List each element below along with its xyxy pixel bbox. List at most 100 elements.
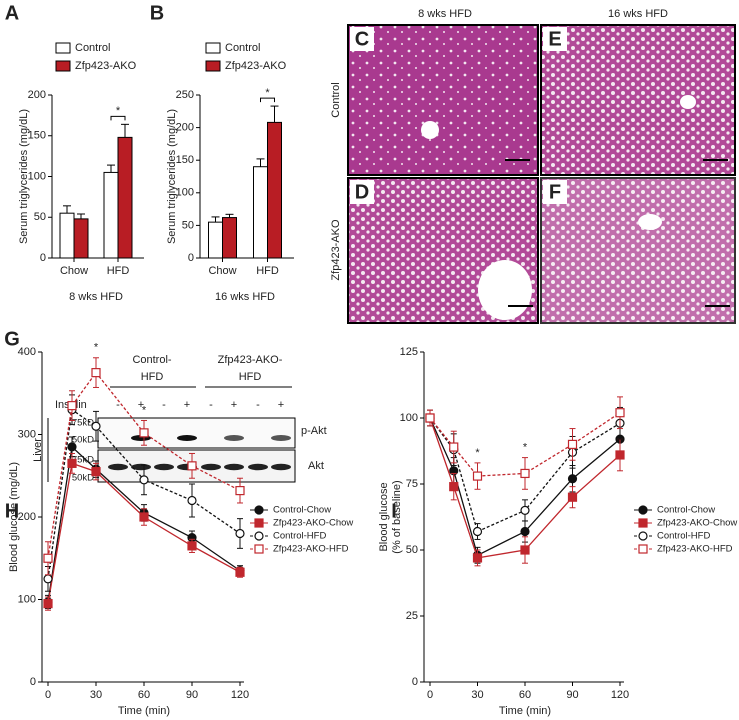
band [271,435,291,441]
panel-letter: C [355,28,369,50]
annotation: * [142,404,147,416]
marker-label: 50kD [72,435,94,446]
legend-swatch [205,42,221,54]
y-tick-label: 200 [176,122,194,134]
y-tick-label: 25 [406,610,418,622]
marker [187,461,197,471]
series-line [429,417,621,557]
marker [520,468,530,479]
x-tick-label: 90 [566,689,578,701]
marker [520,545,530,555]
y-axis-label: Blood glucose (mg/dL) [8,462,20,572]
marker [472,526,483,537]
y-tick-label: 100 [176,187,194,199]
legend-label: Control [225,42,260,54]
x-tick-label: HFD [256,265,279,277]
marker [567,439,578,449]
legend-marker [638,518,648,528]
series-line [429,412,621,477]
y-tick-label: 100 [28,170,46,182]
significance-bracket [260,97,275,103]
legend-marker [254,531,264,541]
tissue-label: Liver [32,438,44,462]
y-tick-label: 100 [400,412,418,424]
legend-label: Zfp423-AKO-Chow [273,518,353,529]
x-tick-label: 90 [186,689,198,701]
marker-label: 75kD [72,455,94,466]
marker [472,553,483,563]
marker [425,413,435,423]
legend-label: Control-HFD [273,531,326,542]
panel-letter: A [5,2,19,24]
lane-label: - [209,399,213,411]
y-tick-label: 50 [406,544,418,556]
bar [73,218,89,259]
series-line [47,462,241,604]
x-tick-label: Chow [60,265,88,277]
bar [59,212,75,259]
x-axis-label: Time (min) [118,705,170,717]
marker [472,471,483,481]
bar [267,121,282,259]
y-axis-label: (% of baseline) [391,480,403,553]
marker [43,599,53,609]
lane-label: + [231,399,237,411]
annotation: * [94,342,99,354]
lane-label: + [138,399,144,411]
blot-label: Akt [308,460,324,472]
bar [103,171,119,259]
histology-image [347,24,539,176]
marker [139,428,149,438]
marker [43,574,53,584]
legend-label: Zfp423-AKO-Chow [657,518,737,529]
legend-swatch [55,60,71,72]
legend-label: Control-HFD [657,531,710,542]
x-tick-label: 0 [427,689,433,701]
marker [91,421,101,431]
legend-swatch [55,42,71,54]
legend-label: Control-Chow [273,505,331,516]
row-label: Zfp423-AKO [330,219,342,281]
legend-label: Zfp423-AKO [75,60,137,72]
panel-letter: I [391,500,397,522]
lane-label: - [256,399,260,411]
marker [615,408,625,418]
series-line [47,445,241,603]
y-tick-label: 0 [412,676,418,688]
x-axis-label: 16 wks HFD [215,291,275,303]
marker [187,495,197,506]
letter-box [350,180,374,204]
marker [615,450,625,460]
row-label: Control [330,82,342,117]
legend-marker [254,505,264,515]
vessel [680,95,696,109]
band [248,463,268,471]
annotation: * [265,87,270,99]
letter-box [350,27,374,51]
marker [67,458,77,468]
legend-marker [638,531,648,541]
x-tick-label: 30 [90,689,102,701]
chart-panel: I 0 25 50 75 100 125 Blood glucose (% of baselin… [378,346,737,717]
marker [91,467,101,477]
marker-label: 75kD [72,418,94,429]
legend-marker [638,505,648,515]
series-line [47,408,241,579]
marker [520,526,530,537]
marker [67,401,77,411]
marker [235,567,245,577]
x-tick-label: 30 [471,689,483,701]
band [201,463,221,471]
marker [43,553,53,563]
annotation: * [523,442,528,454]
group-label: HFD [141,371,164,383]
vessel [638,214,662,230]
group-label: HFD [239,371,262,383]
band [108,463,128,471]
legend-marker [254,518,264,528]
band [271,463,291,471]
marker [567,492,578,502]
lane-label: - [116,399,120,411]
